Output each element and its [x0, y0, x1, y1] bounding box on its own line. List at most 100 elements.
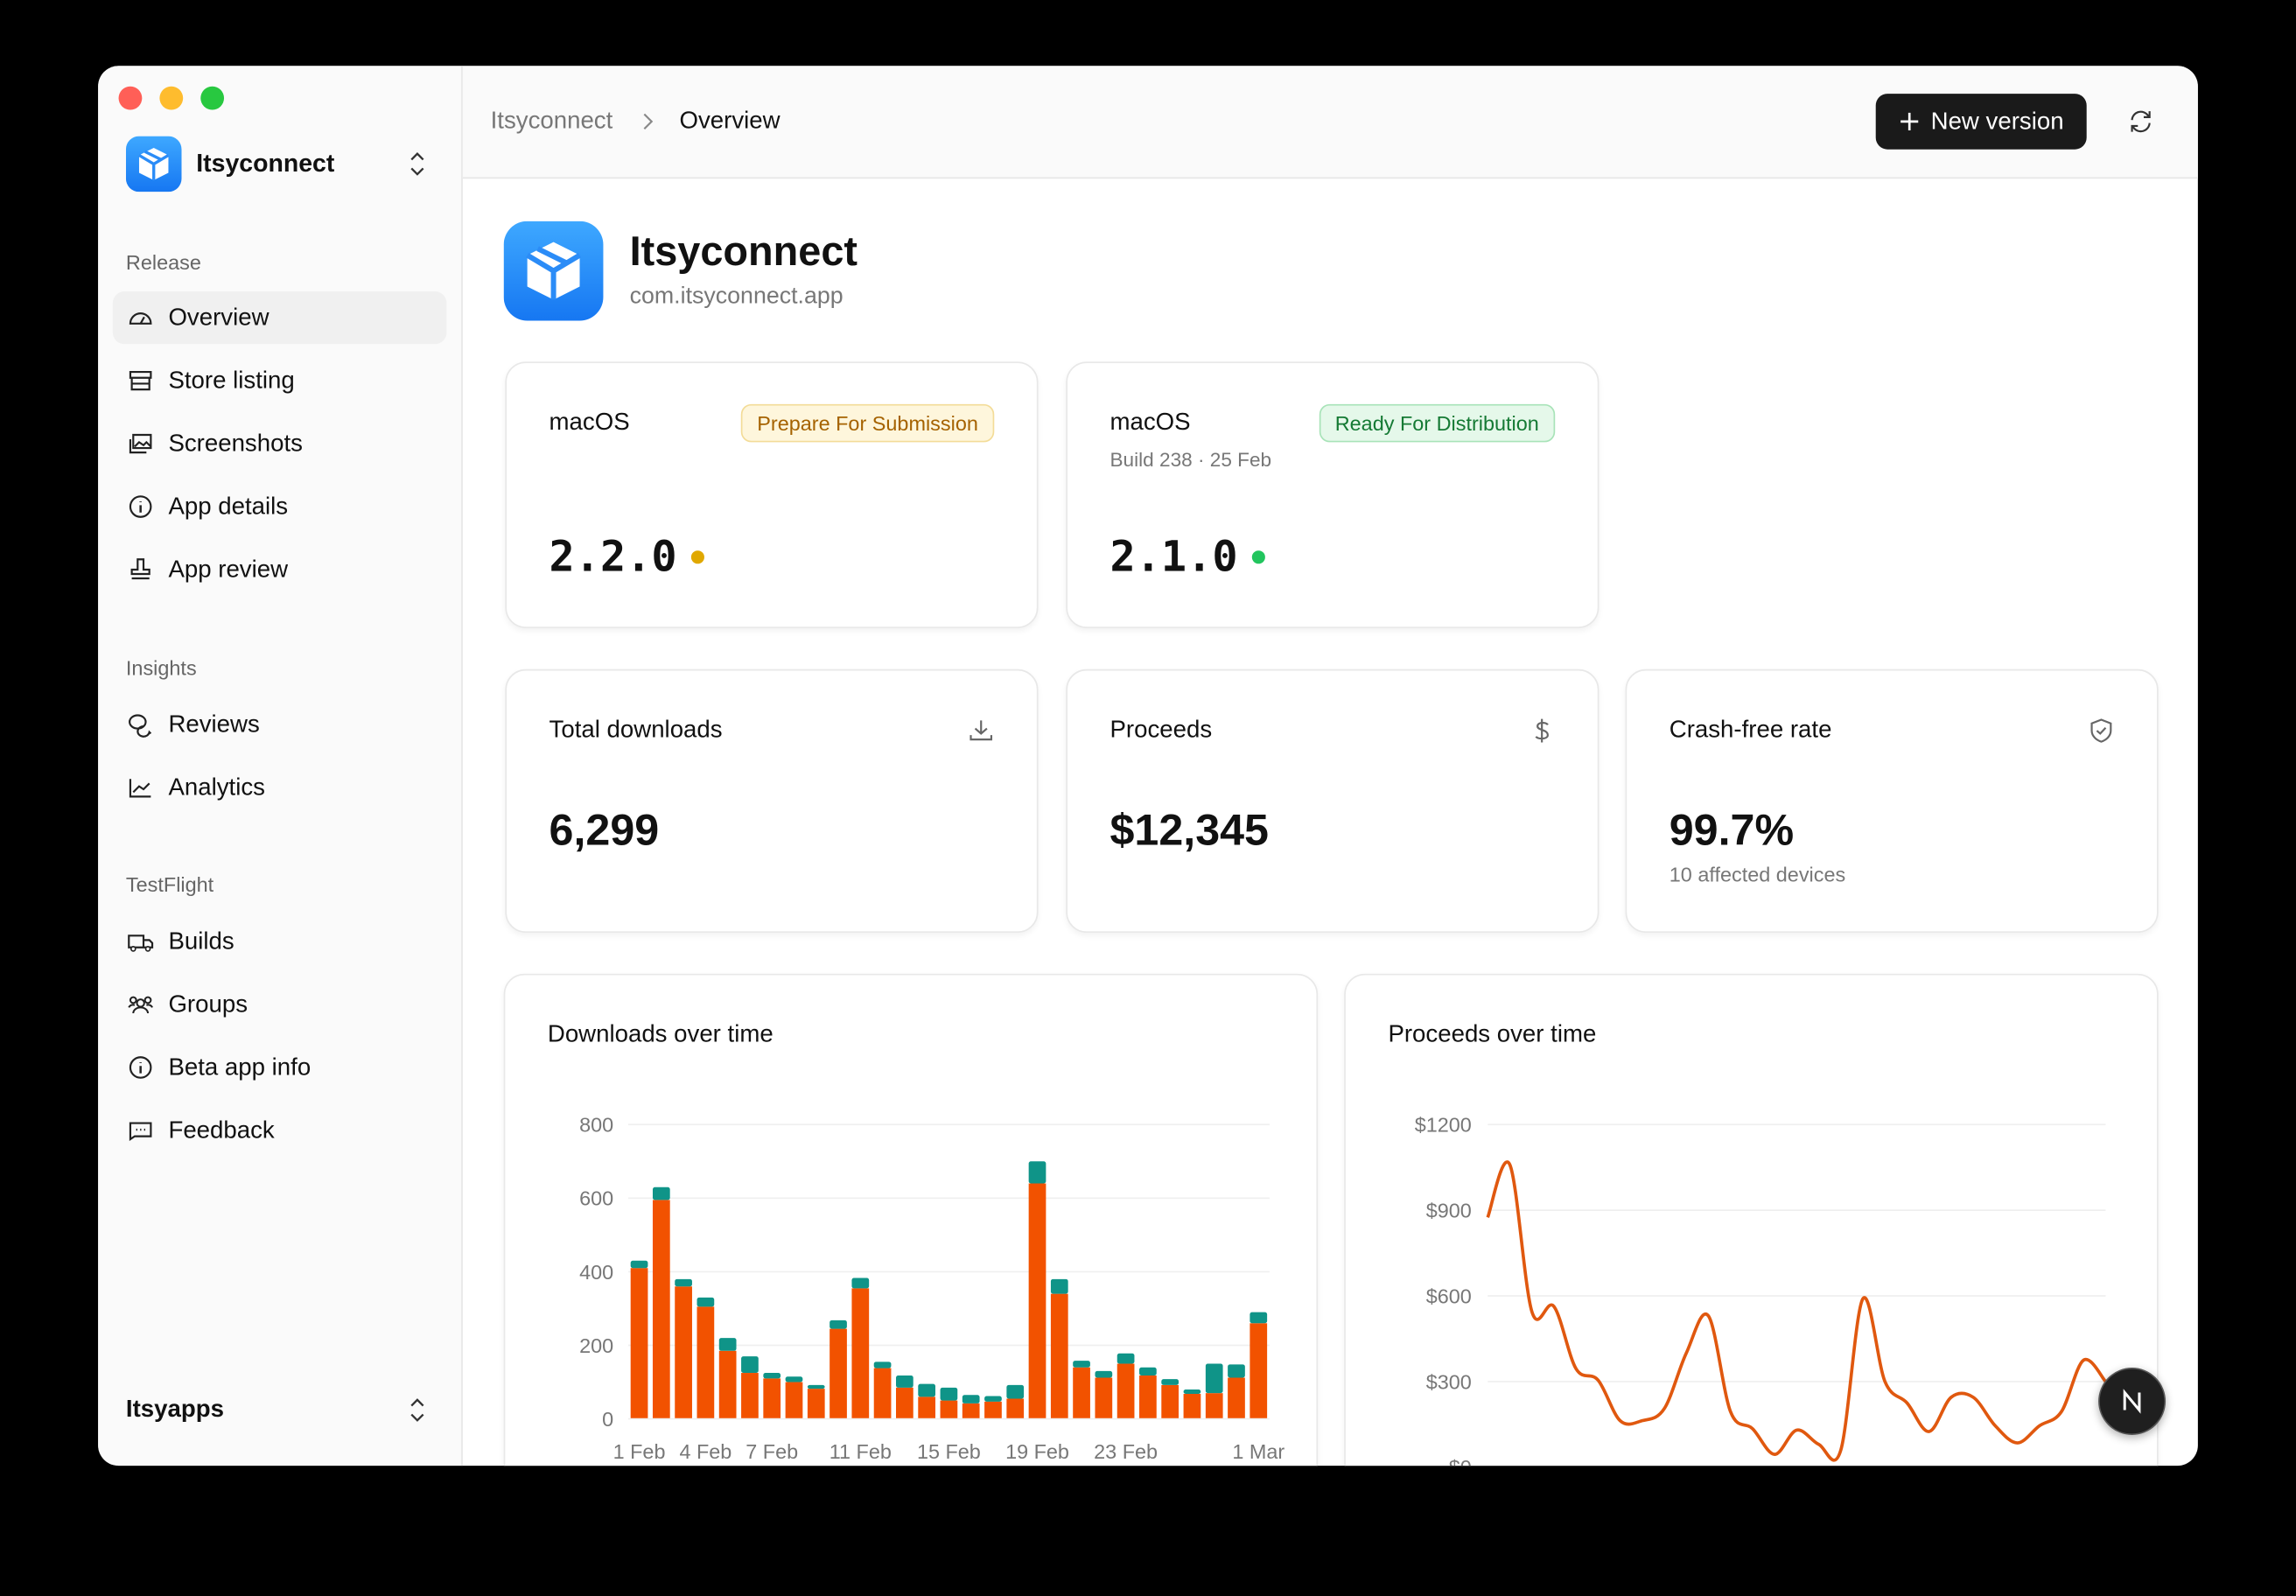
- platform-label: macOS: [549, 409, 630, 436]
- chart-title: Proceeds over time: [1388, 1021, 1597, 1048]
- bar-segment-secondary: [1139, 1367, 1157, 1376]
- gauge-icon: [129, 312, 152, 325]
- bar-segment-secondary: [1073, 1361, 1090, 1368]
- bar-segment-secondary: [741, 1356, 759, 1374]
- x-tick-label: 1 Feb: [613, 1440, 666, 1463]
- stamp-icon: [130, 558, 150, 580]
- bar-segment-secondary: [675, 1278, 692, 1287]
- status-badge: Ready For Distribution: [1319, 403, 1556, 443]
- sidebar-item-beta-app-info[interactable]: Beta app info: [113, 1041, 447, 1094]
- bar-segment-primary: [630, 1268, 648, 1418]
- bar-segment-primary: [1205, 1393, 1223, 1418]
- version-card[interactable]: macOS Build 238 · 25 Feb Ready For Distr…: [1066, 361, 1600, 628]
- bar-segment-secondary: [984, 1396, 1002, 1402]
- bar-segment-secondary: [962, 1395, 980, 1404]
- sidebar-item-builds[interactable]: Builds: [113, 915, 447, 968]
- y-tick-label: $1200: [1415, 1114, 1472, 1137]
- sidebar-item-label: App review: [168, 556, 289, 583]
- bar-segment-secondary: [1116, 1353, 1135, 1364]
- zoom-window-button[interactable]: [200, 86, 225, 110]
- sidebar-item-overview[interactable]: Overview: [112, 291, 447, 345]
- messages-icon: [129, 714, 152, 738]
- bar-segment-secondary: [1028, 1161, 1046, 1184]
- dollar-icon: [1535, 718, 1549, 743]
- y-tick-label: 800: [579, 1114, 613, 1137]
- breadcrumb-app[interactable]: Itsyconnect: [490, 108, 613, 135]
- bar-segment-primary: [1250, 1323, 1268, 1418]
- sidebar-item-analytics[interactable]: Analytics: [113, 761, 447, 814]
- bar-segment-secondary: [1006, 1384, 1025, 1399]
- refresh-icon[interactable]: [2128, 108, 2154, 135]
- platform-label: macOS: [1110, 409, 1191, 436]
- sidebar-item-feedback[interactable]: Feedback: [113, 1104, 447, 1157]
- bar-segment-secondary: [1095, 1370, 1113, 1378]
- stat-subtext: 10 affected devices: [1669, 862, 1846, 886]
- new-version-button[interactable]: New version: [1875, 94, 2087, 150]
- sidebar-item-reviews[interactable]: Reviews: [113, 698, 447, 751]
- sidebar-item-label: App details: [168, 493, 289, 520]
- y-tick-label: $600: [1426, 1284, 1472, 1307]
- downloads-chart: 0 200 400 600 800 1 Feb 4 Feb 7 Feb 11 Feb 15 Feb…: [579, 1114, 1284, 1463]
- stat-card-proceeds: Proceeds $12,345: [1066, 668, 1600, 934]
- x-tick-label: 23 Feb: [1094, 1440, 1158, 1463]
- n-logo-icon: [2123, 1389, 2141, 1414]
- stat-value: 6,299: [549, 807, 660, 856]
- x-tick-label: 15 Feb: [917, 1440, 981, 1463]
- users-icon: [128, 996, 153, 1014]
- bar-segment-primary: [873, 1368, 892, 1418]
- status-badge: Prepare For Submission: [740, 403, 995, 443]
- bar-segment-secondary: [830, 1320, 847, 1329]
- sidebar-item-app-review[interactable]: App review: [113, 543, 447, 596]
- team-switcher[interactable]: Itsyapps: [126, 1383, 437, 1436]
- truck-icon: [128, 934, 154, 952]
- y-tick-label: $0: [1449, 1456, 1472, 1466]
- bar-segment-primary: [896, 1387, 914, 1418]
- y-tick-label: 400: [579, 1261, 613, 1284]
- sidebar-item-label: Overview: [168, 304, 270, 331]
- sidebar-item-label: Store listing: [168, 367, 295, 394]
- y-tick-label: 200: [579, 1334, 613, 1357]
- sidebar-item-groups[interactable]: Groups: [113, 978, 447, 1031]
- stat-title: Crash-free rate: [1669, 717, 1832, 744]
- sidebar-item-store-listing[interactable]: Store listing: [113, 354, 447, 407]
- shield-check-icon: [2090, 718, 2112, 743]
- floating-action-button[interactable]: [2098, 1368, 2166, 1436]
- bar-segment-primary: [652, 1200, 670, 1418]
- bar-segment-primary: [718, 1350, 737, 1418]
- team-name: Itsyapps: [125, 1396, 224, 1423]
- message-dots-icon: [129, 1122, 152, 1141]
- close-window-button[interactable]: [118, 86, 143, 110]
- bar-segment-secondary: [918, 1383, 935, 1397]
- new-version-label: New version: [1930, 108, 2064, 135]
- bar-segment-primary: [741, 1373, 759, 1418]
- minimize-window-button[interactable]: [159, 86, 184, 110]
- proceeds-chart-card: Proceeds over time $0 $300 $600 $900 $1200: [1344, 973, 2159, 1466]
- bar-segment-primary: [675, 1286, 692, 1418]
- stat-title: Proceeds: [1110, 717, 1213, 744]
- sidebar-item-label: Beta app info: [168, 1054, 312, 1081]
- app-switcher[interactable]: Itsyconnect: [125, 136, 437, 192]
- bar-segment-secondary: [718, 1338, 737, 1351]
- chevrons-up-down-icon: [410, 1398, 424, 1422]
- x-tick-label: 7 Feb: [746, 1440, 798, 1463]
- bar-segment-secondary: [652, 1186, 670, 1200]
- sidebar-item-label: Screenshots: [168, 430, 303, 457]
- version-card[interactable]: macOS Prepare For Submission 2.2.0: [505, 361, 1039, 628]
- sidebar: Itsyconnect Release Overview Store listi…: [98, 66, 463, 1466]
- sidebar-item-screenshots[interactable]: Screenshots: [113, 417, 447, 470]
- bar-segment-primary: [984, 1401, 1002, 1418]
- bar-segment-secondary: [1250, 1312, 1268, 1324]
- downloads-chart-card: Downloads over time 0 200 400 600 800 1 Feb 4 …: [503, 973, 1319, 1466]
- x-tick-label: 1 Mar: [1232, 1440, 1284, 1463]
- bar-segment-secondary: [1205, 1363, 1223, 1394]
- chart-title: Downloads over time: [547, 1021, 774, 1048]
- bar-segment-primary: [1183, 1394, 1201, 1418]
- bar-segment-primary: [696, 1306, 715, 1418]
- version-text: 2.1.0: [1110, 531, 1238, 582]
- plus-icon: [1900, 112, 1918, 130]
- sidebar-item-app-details[interactable]: App details: [113, 480, 447, 533]
- x-tick-label: 4 Feb: [679, 1440, 732, 1463]
- section-label-insights: Insights: [125, 655, 197, 680]
- info-icon: [129, 495, 152, 518]
- stat-card-crash-free: Crash-free rate 99.7% 10 affected device…: [1625, 668, 2159, 934]
